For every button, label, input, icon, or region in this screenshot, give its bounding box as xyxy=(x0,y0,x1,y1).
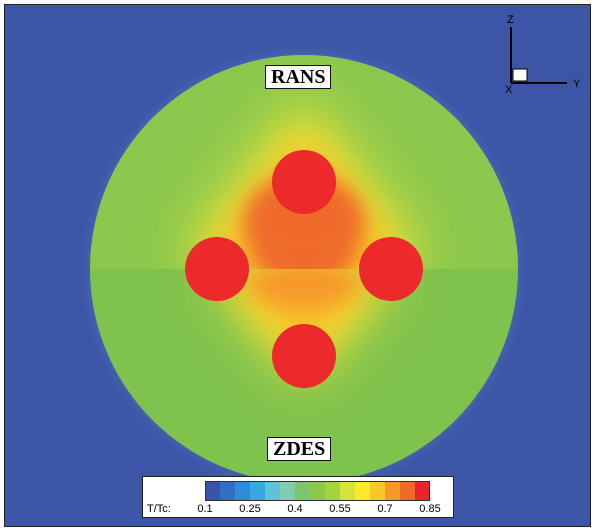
colorbar-swatch xyxy=(400,481,416,501)
colorbar-swatch xyxy=(415,481,430,501)
zdes-label: ZDES xyxy=(267,437,332,461)
colorbar-tick-label: 0.7 xyxy=(377,503,393,515)
jet-bottom xyxy=(272,324,336,388)
colorbar-tick-label: 0.4 xyxy=(287,503,303,515)
colorbar-tick-label: 0.1 xyxy=(197,503,213,515)
axis-label-z: Z xyxy=(507,14,514,26)
colorbar-swatch xyxy=(355,481,371,501)
colorbar-tick-label: 0.55 xyxy=(329,503,351,515)
colorbar-tick-label: 0.25 xyxy=(239,503,261,515)
colorbar-swatch xyxy=(340,481,356,501)
colorbar-swatch xyxy=(265,481,281,501)
colorbar-swatch xyxy=(385,481,401,501)
axis-triad: Z Y X xyxy=(505,14,581,96)
colorbar-swatch xyxy=(280,481,296,501)
colorbar-swatch xyxy=(370,481,386,501)
axis-label-y: Y xyxy=(573,78,581,90)
colorbar-swatch xyxy=(295,481,311,501)
colorbar-tick-label: 0.85 xyxy=(419,503,441,515)
axis-label-x: X xyxy=(505,84,513,96)
jet-top xyxy=(272,150,336,214)
colorbar-swatch xyxy=(325,481,341,501)
rans-label: RANS xyxy=(265,65,332,89)
colorbar-strip xyxy=(205,481,430,501)
x-axis-marker-icon xyxy=(512,68,528,82)
colorbar-swatch xyxy=(250,481,266,501)
temperature-field-view: RANS ZDES Z Y X xyxy=(4,4,591,527)
colorbar-legend: T/Tc: 0.1 0.25 0.4 0.55 0.7 0.85 xyxy=(142,476,454,518)
colorbar-swatch xyxy=(310,481,326,501)
colorbar-swatch xyxy=(235,481,251,501)
colorbar-swatch xyxy=(220,481,236,501)
jet-right xyxy=(359,237,423,301)
jet-left xyxy=(185,237,249,301)
colorbar-swatch xyxy=(205,481,221,501)
colorbar-title: T/Tc: xyxy=(147,503,171,515)
